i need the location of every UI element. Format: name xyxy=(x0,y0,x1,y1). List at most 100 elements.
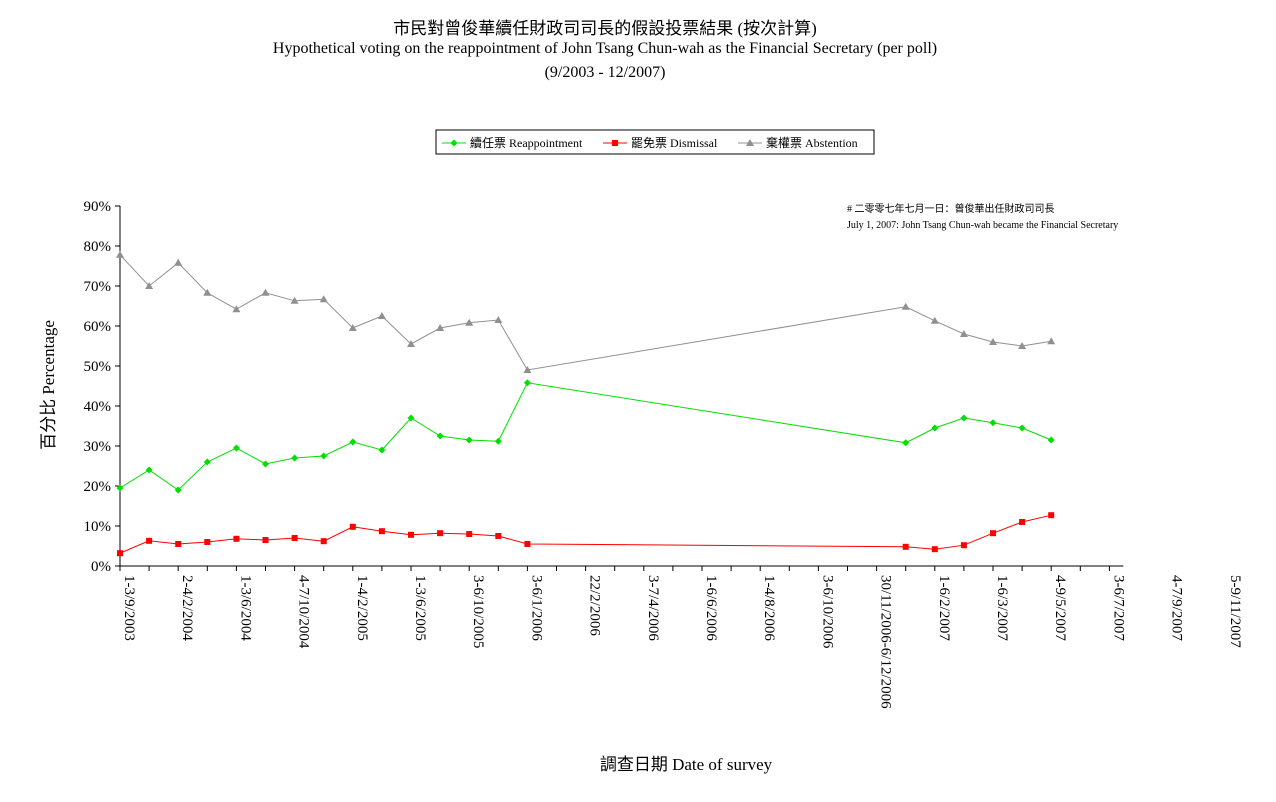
data-point xyxy=(902,543,909,550)
data-point xyxy=(990,530,996,537)
x-tick-label: 1-6/2/2007 xyxy=(936,575,952,641)
annotation-en: July 1, 2007: John Tsang Chun-wah became… xyxy=(847,220,1118,231)
chart-period: (9/2003 - 12/2007) xyxy=(544,64,666,81)
data-point xyxy=(523,366,532,373)
data-point xyxy=(320,452,328,460)
y-axis-title: 百分比 Percentage xyxy=(39,320,58,450)
legend-label: 棄權票 Abstention xyxy=(766,135,858,150)
y-tick-label: 90% xyxy=(84,199,112,215)
data-point xyxy=(989,419,997,427)
x-tick-label: 1-4/2/2005 xyxy=(354,575,370,641)
data-point xyxy=(349,523,356,530)
data-point xyxy=(1047,337,1056,345)
data-point xyxy=(291,535,298,541)
y-tick-label: 10% xyxy=(84,519,112,535)
data-point xyxy=(203,288,212,296)
data-point xyxy=(175,541,182,547)
series-line-1 xyxy=(119,514,1052,554)
data-point xyxy=(204,539,211,545)
y-tick-label: 50% xyxy=(84,359,112,375)
series-line-2 xyxy=(119,254,1052,371)
data-point xyxy=(407,414,415,422)
data-point xyxy=(378,446,386,454)
data-point xyxy=(1048,512,1055,519)
x-tick-label: 5-9/11/2007 xyxy=(1227,575,1243,648)
data-point xyxy=(319,295,328,303)
data-point xyxy=(349,438,357,446)
data-point xyxy=(523,379,531,387)
x-tick-label: 1-6/6/2006 xyxy=(703,575,719,641)
data-point xyxy=(931,546,938,553)
legend-label: 續任票 Reappointment xyxy=(470,135,583,150)
y-tick-label: 60% xyxy=(84,319,112,335)
legend-label: 罷免票 Dismissal xyxy=(631,135,718,150)
x-tick-label: 2-4/2/2004 xyxy=(179,575,195,641)
data-point xyxy=(261,288,270,296)
data-point xyxy=(233,535,240,542)
data-point xyxy=(436,324,445,331)
data-point xyxy=(408,531,414,538)
x-tick-label: 1-3/6/2004 xyxy=(237,575,253,641)
data-point xyxy=(291,454,299,462)
data-point xyxy=(989,338,997,345)
x-tick-label: 1-3/9/2003 xyxy=(121,575,137,641)
series-line-0 xyxy=(119,382,1052,491)
data-point xyxy=(117,550,123,557)
data-point xyxy=(145,466,153,474)
data-point xyxy=(494,437,502,445)
data-point xyxy=(494,316,503,323)
axes: 0% 10% 20% 30% 40% 50% 60% 70% 80% 90% 1-3/9/2003 2… xyxy=(84,199,1243,709)
data-point xyxy=(1018,424,1026,432)
x-tick-label: 22/2/2006 xyxy=(587,575,603,636)
data-point xyxy=(465,436,473,444)
data-point xyxy=(960,542,967,549)
x-tick-label: 4-9/5/2007 xyxy=(1052,575,1068,641)
data-point xyxy=(437,530,444,537)
data-point xyxy=(378,528,385,535)
data-point xyxy=(466,531,473,537)
data-point xyxy=(290,296,299,304)
legend-box xyxy=(435,129,875,155)
x-tick-label: 3-6/10/2005 xyxy=(470,575,486,648)
data-point xyxy=(931,424,939,432)
x-tick-label: 4-7/10/2004 xyxy=(296,575,312,649)
data-point xyxy=(116,484,124,492)
data-point xyxy=(174,486,182,494)
data-point xyxy=(232,444,240,452)
x-axis-title: 調查日期 Date of survey xyxy=(600,755,773,774)
y-tick-label: 70% xyxy=(84,279,112,295)
x-tick-label: 1-4/8/2006 xyxy=(761,575,777,641)
y-tick-label: 20% xyxy=(84,479,112,495)
data-point xyxy=(1018,342,1027,349)
data-point xyxy=(377,312,386,319)
data-point xyxy=(901,302,910,310)
data-point xyxy=(262,537,269,543)
y-tick-label: 40% xyxy=(84,399,112,415)
x-tick-label: 3-7/4/2006 xyxy=(645,575,661,641)
legend-swatch-marker xyxy=(746,139,754,146)
data-point xyxy=(145,282,154,289)
data-point xyxy=(960,414,968,422)
data-point xyxy=(524,541,531,547)
data-point xyxy=(116,250,124,258)
legend-swatch-marker xyxy=(612,140,618,146)
y-tick-label: 80% xyxy=(84,239,112,255)
x-tick-label: 3-6/10/2006 xyxy=(819,575,835,649)
x-tick-label: 4-7/9/2007 xyxy=(1169,575,1185,641)
x-tick-label: 30/11/2006-6/12/2006 xyxy=(878,575,894,709)
annotation-zh: # 二零零七年七月一日：曾俊華出任財政司司長 xyxy=(847,202,1055,215)
x-tick-label: 1-6/3/2007 xyxy=(994,575,1010,641)
data-point xyxy=(902,439,910,447)
x-tick-label: 1-3/6/2005 xyxy=(412,575,428,641)
y-tick-label: 0% xyxy=(91,559,111,575)
data-point xyxy=(465,318,474,326)
data-point xyxy=(232,305,241,313)
data-point xyxy=(320,538,327,545)
legend-swatch-marker xyxy=(450,139,458,147)
legend: 續任票 Reappointment 罷免票 Dismissal 棄權票 Absten… xyxy=(435,129,875,155)
y-tick-label: 30% xyxy=(84,439,112,455)
series-layer xyxy=(116,250,1056,557)
data-point xyxy=(348,324,357,331)
data-point xyxy=(146,537,153,544)
x-tick-label: 3-6/7/2007 xyxy=(1110,575,1126,641)
